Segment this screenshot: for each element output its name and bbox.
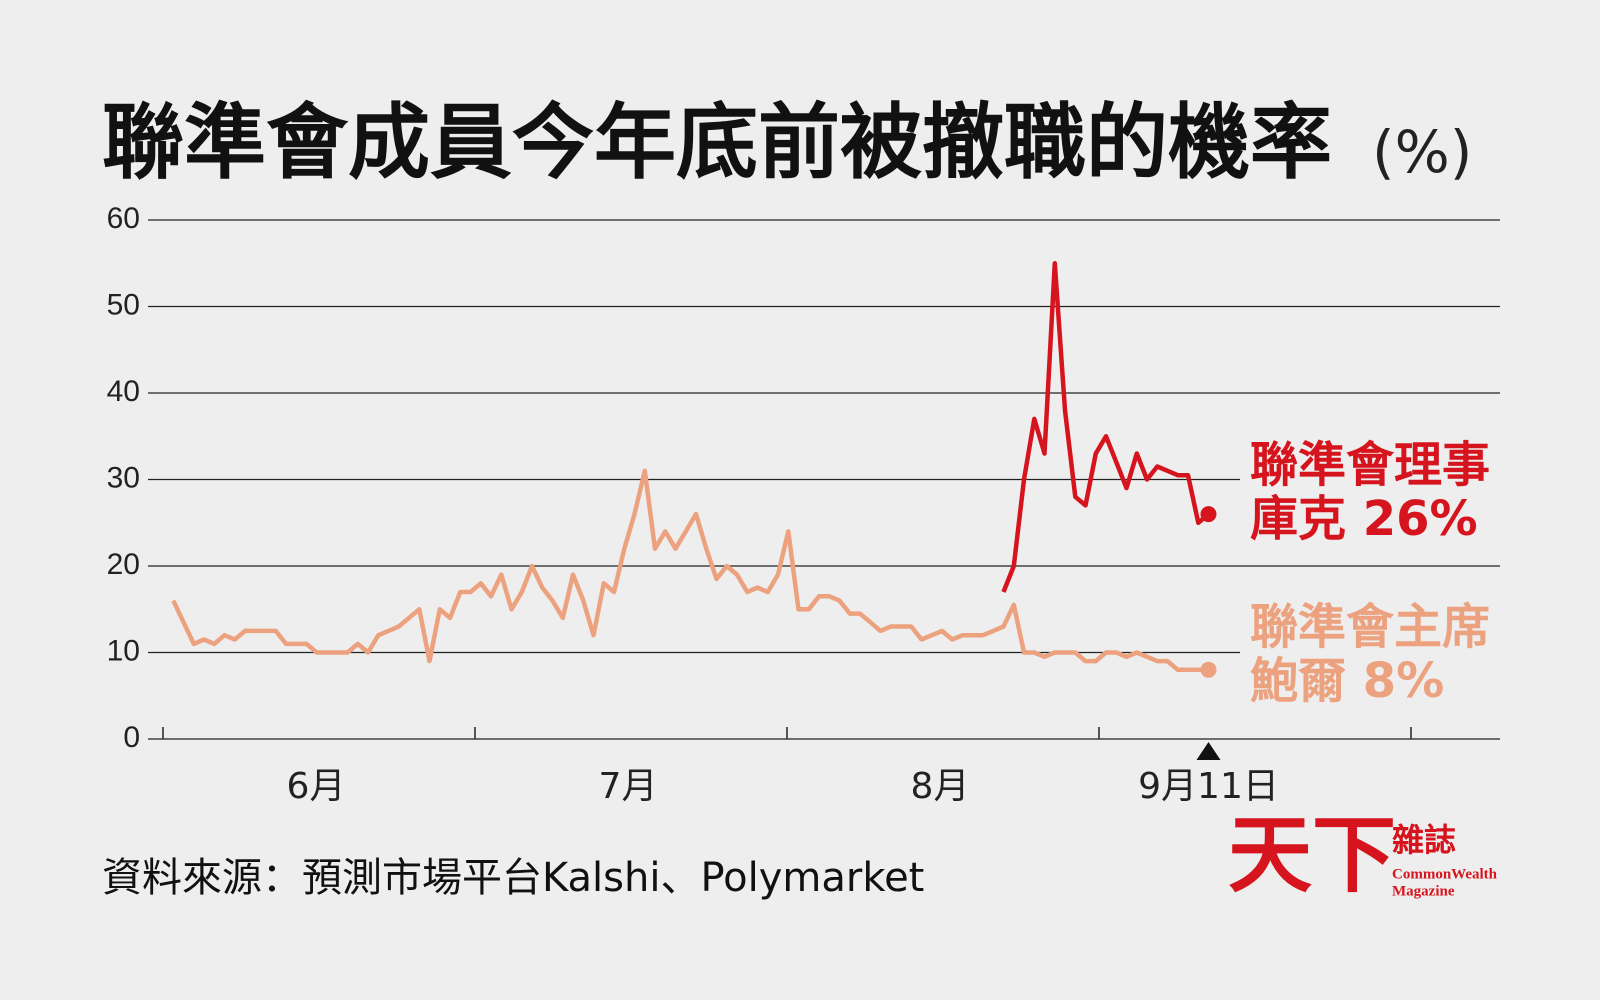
end-point (1200, 661, 1217, 678)
y-tick-label: 60 (107, 202, 140, 235)
unit-label: (%) (1372, 118, 1472, 186)
series-end-label: 庫克 26% (1250, 491, 1478, 547)
series-label: 聯準會主席 (1250, 599, 1490, 655)
chart-title: 聯準會成員今年底前被撤職的機率 (102, 95, 1332, 190)
logo-mark: 天下 (1228, 805, 1396, 904)
series-line (171, 468, 1209, 673)
y-tick-label: 20 (107, 548, 140, 581)
y-tick-label: 0 (123, 721, 140, 754)
x-tick-label: 8月 (911, 766, 970, 807)
label-bg (1240, 598, 1500, 718)
y-tick-label: 50 (107, 288, 140, 321)
x-tick-label: 6月 (287, 766, 346, 807)
y-tick-label: 10 (107, 634, 140, 667)
date-marker (1196, 742, 1221, 760)
logo-english: CommonWealth (1392, 866, 1498, 882)
x-tick-label: 7月 (599, 766, 658, 807)
series-line (1001, 261, 1210, 593)
source-note: 資料來源：預測市場平台Kalshi、Polymarket (102, 855, 924, 901)
end-point (1200, 506, 1217, 523)
logo-english: Magazine (1392, 883, 1455, 899)
y-tick-label: 30 (107, 461, 140, 494)
series-label: 聯準會理事 (1250, 437, 1490, 493)
logo-name: 雜誌 (1392, 821, 1456, 859)
date-marker-label: 9月11日 (1138, 766, 1279, 807)
series-end-label: 鮑爾 8% (1250, 653, 1444, 709)
y-tick-label: 40 (107, 375, 140, 408)
label-bg (1240, 436, 1500, 556)
